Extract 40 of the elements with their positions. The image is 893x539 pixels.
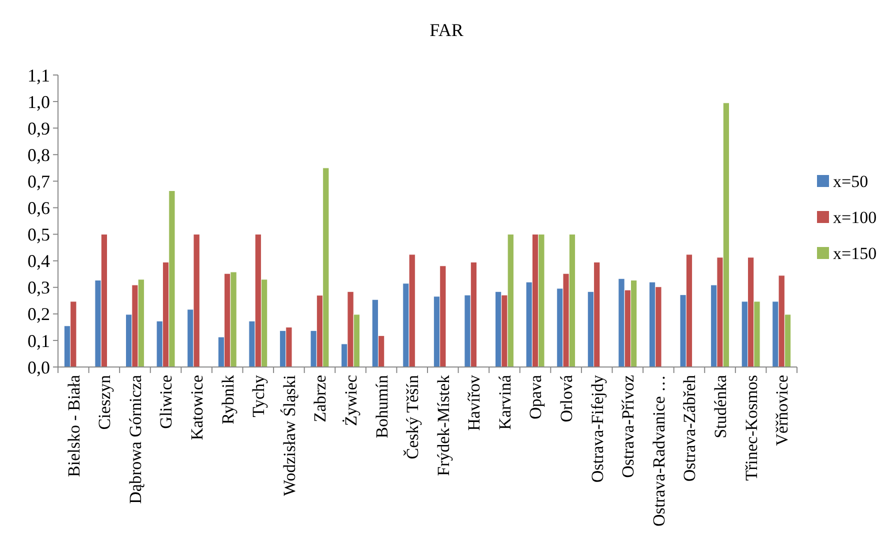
y-tick-label: 0,3 [28, 278, 50, 298]
legend-label: x=50 [833, 172, 868, 191]
x-tick-label: Český Těšín [403, 374, 422, 460]
x-tick-label: Ostrava-Přívoz [618, 374, 638, 478]
x-tick-label: Tychy [249, 374, 268, 418]
x-tick-label: Żywiec [341, 374, 360, 426]
y-tick-label: 1,1 [28, 65, 50, 86]
y-tick-label: 0,2 [28, 304, 50, 324]
x-tick-label: Třinec-Kosmos [742, 375, 761, 481]
x-tick-label: Havířov [464, 374, 484, 431]
x-tick-label: Ostrava-Fifejdy [588, 374, 607, 483]
y-tick-label: 0,1 [28, 330, 50, 351]
x-tick-label: Opava [526, 374, 546, 420]
x-tick-label: Studénka [710, 374, 730, 438]
x-tick-label: Bielsko - Biała [64, 374, 84, 477]
x-tick-label: Dąbrowa Górnicza [126, 374, 145, 504]
x-tick-label: Gliwice [156, 375, 176, 429]
y-tick-label: 0,6 [28, 198, 50, 218]
x-tick-label: Karviná [495, 374, 514, 430]
chart-title: FAR [430, 20, 464, 40]
legend-label: x=100 [833, 208, 877, 227]
x-tick-label: Frýdek-Místek [434, 374, 453, 476]
x-tick-label: Cieszyn [95, 374, 114, 430]
x-tick-label: Ostrava-Zábřeh [680, 374, 700, 482]
y-tick-label: 0,4 [28, 251, 50, 272]
x-tick-label: Orlová [557, 374, 576, 422]
x-tick-label: Wodzisław Śląski [280, 374, 299, 496]
y-tick-label: 1,0 [28, 92, 50, 112]
x-tick-label: Rybnik [218, 374, 238, 424]
x-tick-label: Ostrava-Radvanice … [649, 375, 668, 527]
y-tick-label: 0,5 [28, 224, 50, 245]
x-tick-label: Katowice [188, 375, 207, 440]
x-tick-label: Věřňovice [772, 375, 792, 446]
y-tick-label: 0,8 [28, 144, 50, 165]
x-tick-label: Bohumín [372, 374, 392, 438]
x-tick-label: Zabrze [310, 375, 330, 422]
y-tick-label: 0,9 [28, 118, 50, 138]
legend-label: x=150 [833, 244, 877, 263]
y-tick-label: 0,7 [28, 171, 50, 192]
y-tick-label: 0,0 [28, 357, 50, 378]
